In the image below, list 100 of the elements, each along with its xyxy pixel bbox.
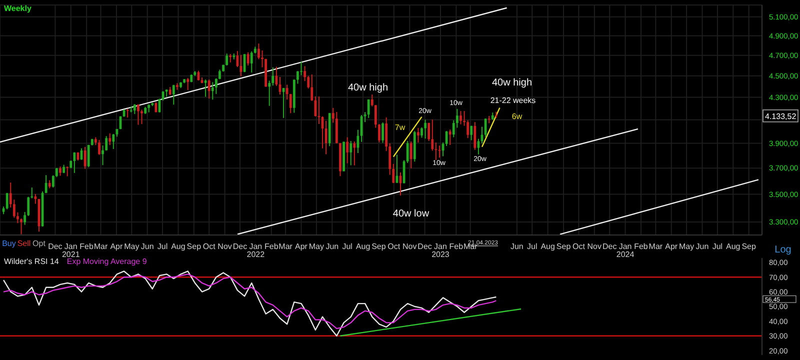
x-tick-label: May: [308, 242, 324, 251]
candlestick: [186, 77, 190, 90]
candlestick: [396, 154, 398, 184]
candlestick: [133, 104, 136, 114]
x-tick-label: Feb: [634, 242, 648, 251]
x-tick-label: Sep: [372, 242, 386, 251]
candlestick: [204, 79, 207, 98]
candlestick: [474, 122, 476, 150]
line-series: [2, 270, 497, 336]
series-label: Exp Moving Average 9: [66, 257, 147, 266]
x-tick-label: May: [124, 242, 140, 251]
x-tick-label: Jul: [342, 242, 353, 251]
candlestick: [353, 140, 356, 166]
x-tick-label: Apr: [110, 242, 124, 251]
candlestick: [140, 109, 143, 125]
candlestick: [275, 66, 278, 86]
x-tick-label: Oct: [202, 242, 216, 251]
candlestick: [84, 146, 86, 170]
x-tick-label: Jan 2022: [246, 242, 266, 259]
x-tick-label: Jun: [140, 242, 154, 251]
candlestick: [488, 115, 490, 124]
candlestick: [417, 127, 420, 144]
candlestick: [364, 112, 366, 123]
text: Log: [774, 244, 792, 256]
x-tick-label: Apr: [665, 242, 678, 251]
candlestick: [470, 125, 473, 141]
x-tick-label: Nov: [402, 242, 417, 251]
candlestick: [350, 140, 352, 166]
candlestick: [214, 78, 218, 94]
candlestick: [52, 174, 54, 188]
candlestick: [258, 43, 260, 60]
text: Buy: [2, 239, 16, 248]
annotation: 40w low: [392, 208, 430, 220]
x-tick-label: Mar: [648, 242, 663, 251]
candlestick: [382, 122, 384, 144]
x-tick-label: Jun: [326, 242, 339, 251]
x-tick-label: Dec: [232, 242, 248, 251]
x-tick-label: Aug: [171, 242, 186, 251]
candlestick: [154, 102, 158, 113]
line-series: [2, 274, 497, 330]
chart-title: Weekly: [4, 4, 32, 13]
annotation: 6w: [512, 112, 522, 122]
candlestick: [410, 140, 412, 169]
candlestick: [268, 80, 271, 106]
candlestick: [346, 136, 349, 164]
x-tick-label: Sep: [556, 242, 572, 251]
candlestick: [406, 140, 409, 164]
x-tick-label: Dec: [602, 242, 617, 251]
candlestick: [370, 94, 374, 107]
candlestick: [172, 84, 175, 106]
x-tick-label: Aug: [540, 242, 555, 251]
x-tick-label: Oct: [388, 242, 401, 251]
x-tick-label: Feb: [449, 242, 464, 251]
annotation: 21-22 weeks: [490, 96, 536, 106]
candlestick: [208, 78, 210, 100]
candlestick: [34, 193, 37, 204]
candlestick: [300, 61, 302, 76]
x-tick-label: Jun: [696, 242, 709, 251]
annotation: 4.133,52: [765, 112, 797, 121]
x-tick-label: Dec: [48, 242, 62, 251]
candlestick: [431, 119, 434, 152]
candlestick: [112, 133, 115, 150]
candlestick: [445, 130, 448, 147]
candlestick: [73, 152, 76, 174]
candlestick: [6, 192, 8, 210]
text: Opt: [32, 239, 46, 248]
candlestick: [367, 98, 370, 118]
text: Sell: [17, 239, 31, 248]
candlestick: [289, 93, 292, 114]
x-tick-label: Mar: [278, 242, 293, 251]
x-tick-label: Sep: [186, 242, 202, 251]
candlestick: [448, 129, 452, 146]
x-tick-label: Nov: [218, 242, 232, 251]
x-tick-label: Sep: [742, 242, 757, 251]
candlestick: [484, 118, 487, 138]
x-tick-label: Jan 2024: [616, 242, 635, 259]
candlestick: [324, 120, 328, 155]
x-tick-label: Jun: [510, 242, 524, 251]
x-tick-label: Nov: [587, 242, 602, 251]
candlestick: [98, 139, 100, 156]
candlestick: [460, 110, 462, 125]
candlestick: [211, 82, 214, 100]
annotation: 40w high: [492, 78, 532, 89]
candlestick: [87, 144, 90, 168]
candlestick: [420, 126, 423, 138]
candlestick: [438, 145, 441, 158]
candlestick: [44, 174, 48, 194]
x-tick-label: Jan 2021: [62, 242, 80, 259]
x-tick-label: Jul: [527, 242, 538, 251]
candlestick: [246, 52, 250, 66]
x-tick-label: Aug: [726, 242, 740, 251]
candlestick: [108, 132, 112, 146]
x-tick-label: Feb: [80, 242, 94, 251]
candlestick: [250, 50, 253, 73]
candlestick: [59, 166, 62, 176]
annotation: 7w: [394, 123, 406, 132]
series-label: Wilder's RSI 14: [4, 257, 59, 266]
candlestick: [286, 84, 288, 100]
x-tick-label: Jul: [157, 242, 168, 251]
x-tick-label: May: [678, 242, 694, 251]
